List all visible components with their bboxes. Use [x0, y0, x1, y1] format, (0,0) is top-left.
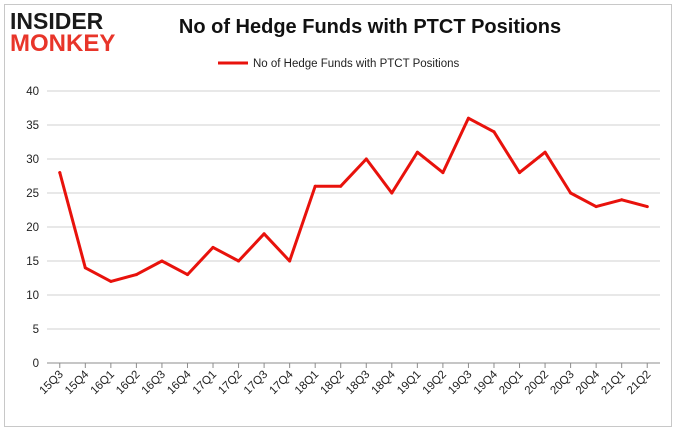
x-tick-label: 17Q4 — [267, 368, 296, 397]
logo-word-bottom: MONKEY — [10, 30, 116, 57]
y-tick-label: 40 — [26, 86, 39, 98]
y-tick-label: 0 — [33, 358, 39, 370]
x-tick-label: 21Q2 — [625, 369, 653, 397]
data-point — [594, 205, 598, 209]
data-point — [313, 184, 317, 188]
y-axis: 0 5 10 15 20 25 30 35 40 — [26, 86, 39, 370]
data-point — [645, 205, 649, 209]
data-point — [185, 273, 189, 277]
data-point — [441, 171, 445, 175]
legend-label: No of Hedge Funds with PTCT Positions — [253, 58, 459, 70]
x-tick-label: 21Q1 — [599, 369, 627, 397]
data-point — [364, 157, 368, 161]
data-point — [543, 150, 547, 154]
x-tick-label: 17Q3 — [242, 369, 270, 397]
x-tick-label: 17Q2 — [216, 369, 244, 397]
gridlines — [47, 90, 660, 364]
x-tick-label: 19Q3 — [446, 369, 474, 397]
x-tick-label: 16Q3 — [140, 369, 168, 397]
data-point — [492, 130, 496, 134]
data-point — [288, 259, 292, 263]
x-tick-label: 15Q3 — [38, 369, 66, 397]
y-tick-label: 30 — [26, 154, 39, 166]
data-point — [211, 245, 215, 249]
x-tick-label: 19Q2 — [421, 369, 449, 397]
plot-area — [58, 116, 649, 283]
data-point — [415, 150, 419, 154]
insider-monkey-logo: INSIDER MONKEY — [10, 10, 128, 56]
data-point — [160, 259, 164, 263]
data-point — [262, 232, 266, 236]
y-tick-label: 25 — [26, 188, 39, 200]
x-tick-label: 16Q4 — [165, 368, 194, 397]
series-line — [58, 116, 649, 283]
data-point — [58, 171, 62, 175]
x-tick-label: 19Q4 — [472, 368, 501, 397]
x-tick-label: 16Q1 — [89, 369, 117, 397]
y-tick-label: 10 — [26, 290, 39, 302]
data-point — [134, 273, 138, 277]
data-point — [569, 191, 573, 195]
x-axis: 15Q315Q416Q116Q216Q316Q417Q117Q217Q317Q4… — [38, 363, 653, 397]
y-tick-label: 15 — [26, 256, 39, 268]
y-tick-label: 5 — [33, 324, 39, 336]
x-tick-label: 20Q3 — [548, 369, 576, 397]
logo-word-top: INSIDER — [10, 8, 104, 34]
legend: No of Hedge Funds with PTCT Positions — [218, 58, 459, 70]
data-point — [466, 116, 470, 120]
x-tick-label: 18Q4 — [370, 368, 399, 397]
x-tick-label: 20Q4 — [574, 368, 603, 397]
chart-frame — [4, 4, 672, 427]
data-point — [109, 279, 113, 283]
data-point — [518, 171, 522, 175]
data-point — [83, 266, 87, 270]
data-point — [390, 191, 394, 195]
x-tick-label: 18Q1 — [293, 369, 321, 397]
y-tick-label: 20 — [26, 222, 39, 234]
x-tick-label: 18Q2 — [318, 369, 346, 397]
y-tick-label: 35 — [26, 120, 39, 132]
x-tick-label: 15Q4 — [63, 368, 92, 397]
x-tick-label: 17Q1 — [191, 369, 219, 397]
data-point — [237, 259, 241, 263]
x-tick-label: 19Q1 — [395, 369, 423, 397]
data-point — [339, 184, 343, 188]
chart-title: No of Hedge Funds with PTCT Positions — [178, 16, 562, 38]
x-tick-label: 16Q2 — [114, 369, 142, 397]
x-tick-label: 18Q3 — [344, 369, 372, 397]
x-tick-label: 20Q2 — [523, 369, 551, 397]
x-tick-label: 20Q1 — [497, 369, 525, 397]
data-point — [620, 198, 624, 202]
